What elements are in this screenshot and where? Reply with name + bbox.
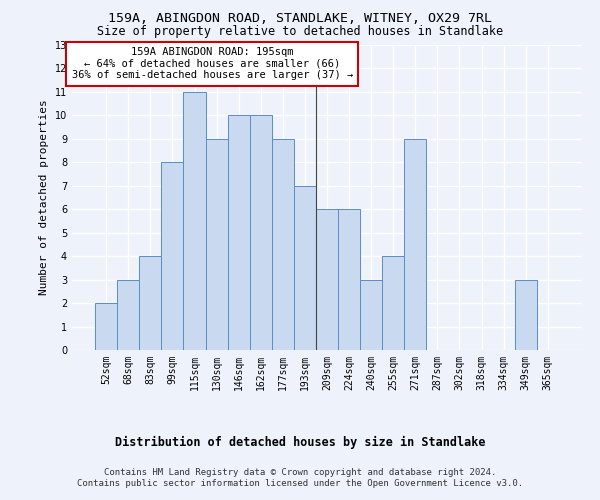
Text: 159A ABINGDON ROAD: 195sqm
← 64% of detached houses are smaller (66)
36% of semi: 159A ABINGDON ROAD: 195sqm ← 64% of deta…: [71, 47, 353, 80]
Bar: [161, 162, 184, 350]
Text: Distribution of detached houses by size in Standlake: Distribution of detached houses by size …: [115, 436, 485, 449]
Bar: [139, 256, 161, 350]
Bar: [250, 116, 272, 350]
Bar: [272, 139, 294, 350]
Text: Contains HM Land Registry data © Crown copyright and database right 2024.
Contai: Contains HM Land Registry data © Crown c…: [77, 468, 523, 487]
Bar: [382, 256, 404, 350]
Bar: [404, 139, 427, 350]
Bar: [316, 209, 338, 350]
Bar: [206, 139, 227, 350]
Text: Size of property relative to detached houses in Standlake: Size of property relative to detached ho…: [97, 25, 503, 38]
Bar: [515, 280, 537, 350]
Bar: [294, 186, 316, 350]
Text: 159A, ABINGDON ROAD, STANDLAKE, WITNEY, OX29 7RL: 159A, ABINGDON ROAD, STANDLAKE, WITNEY, …: [108, 12, 492, 26]
Bar: [184, 92, 206, 350]
Y-axis label: Number of detached properties: Number of detached properties: [39, 100, 49, 296]
Bar: [95, 303, 117, 350]
Bar: [360, 280, 382, 350]
Bar: [338, 209, 360, 350]
Bar: [117, 280, 139, 350]
Bar: [227, 116, 250, 350]
